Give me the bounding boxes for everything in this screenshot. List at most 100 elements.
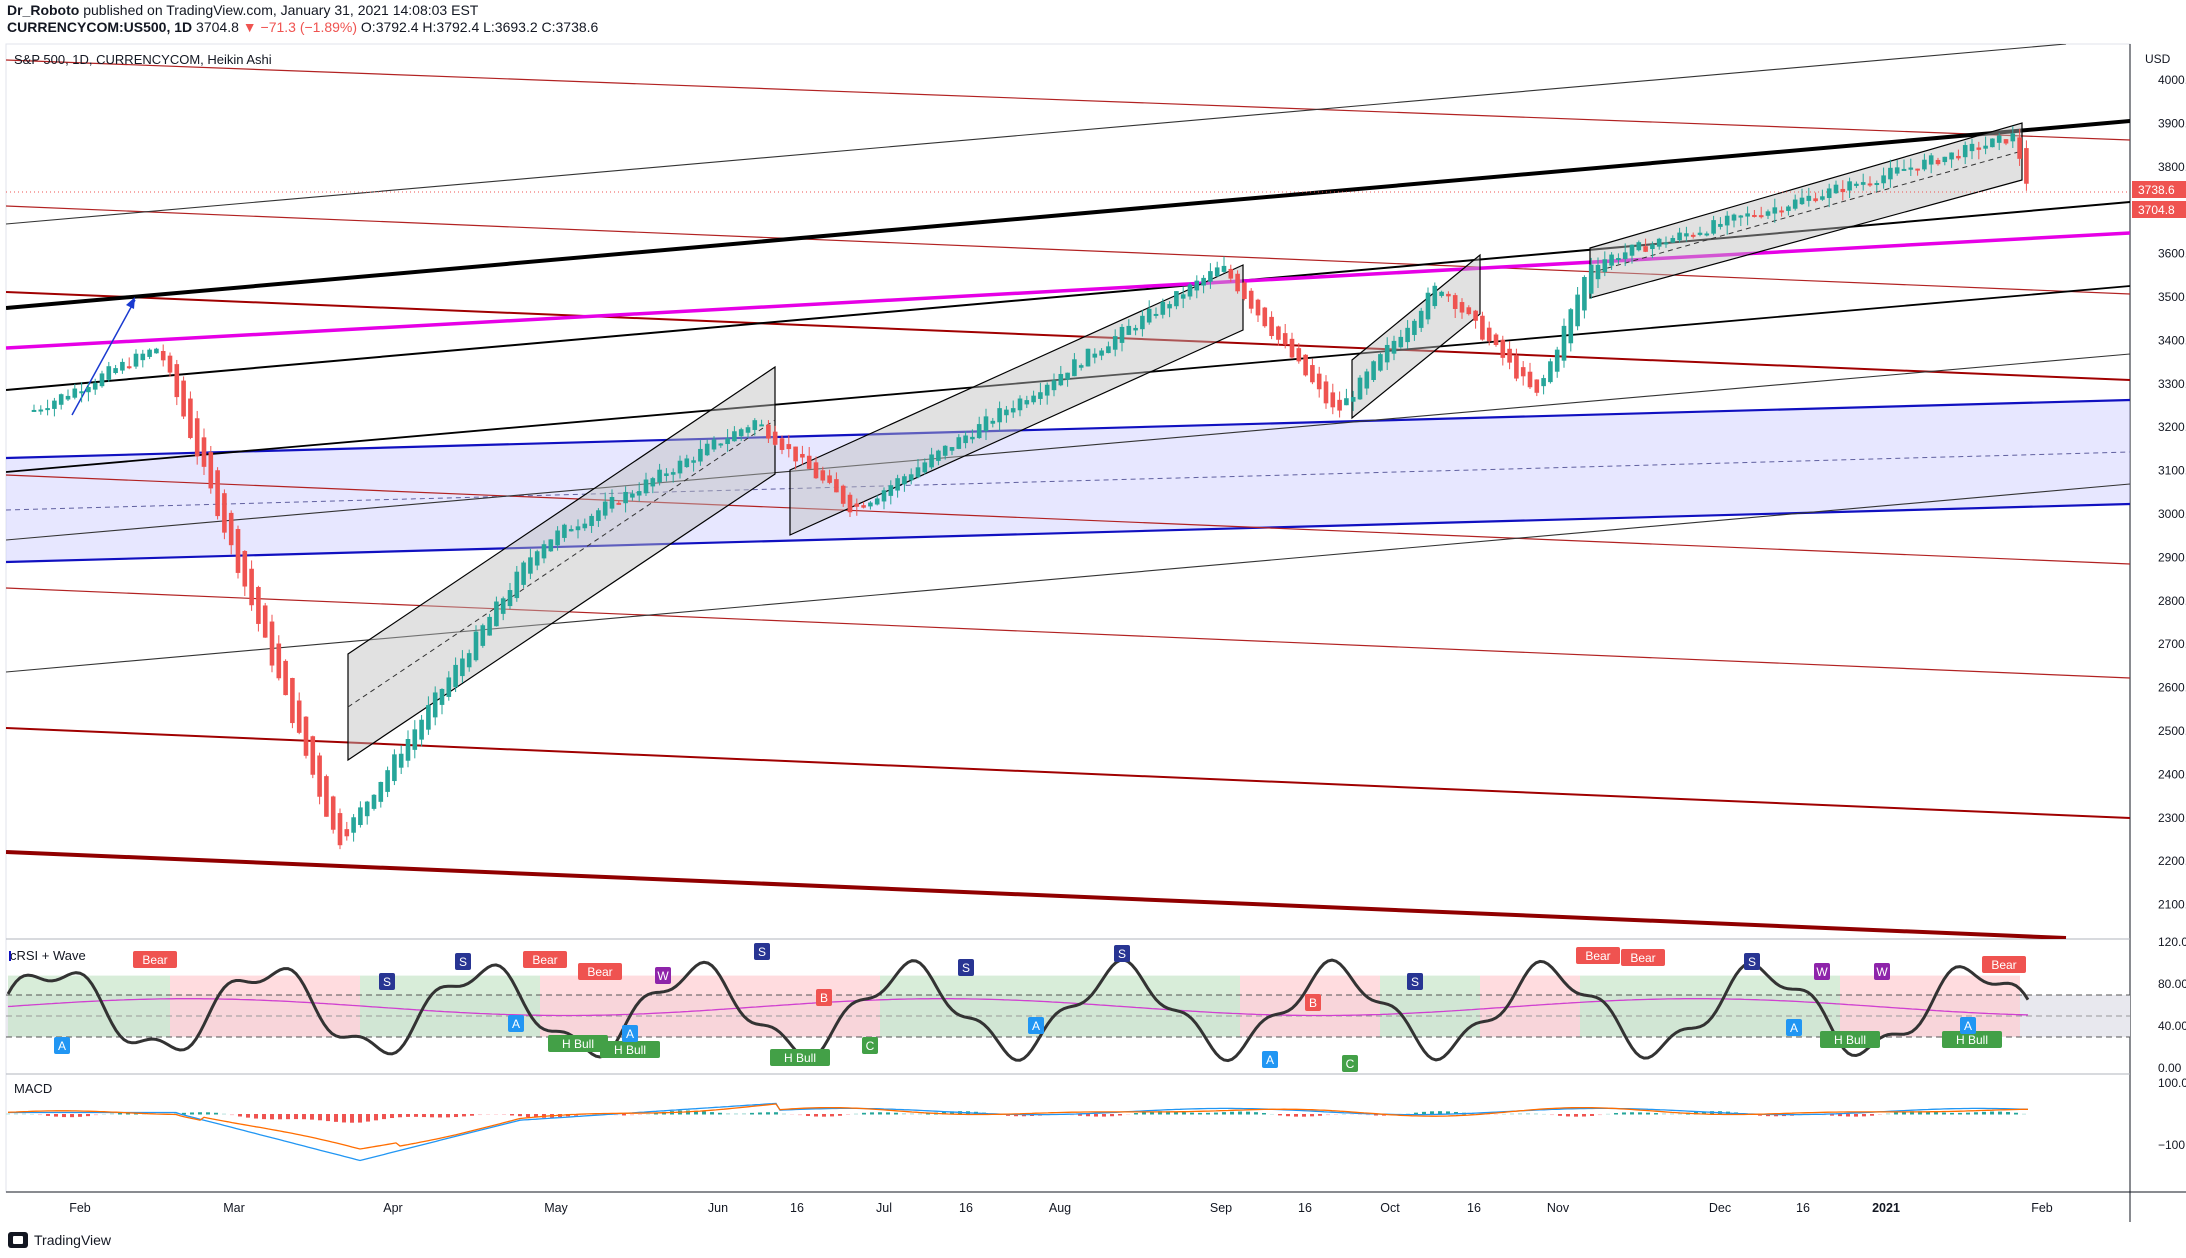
signal-badge[interactable]: A: [1960, 1017, 1976, 1034]
candle-body: [310, 736, 316, 775]
signal-badge[interactable]: H Bull: [600, 1041, 660, 1058]
candle-body: [1493, 334, 1499, 345]
time-axis[interactable]: Feb Mar Apr May Jun 16 Jul 16 Aug Sep 16 Oct 16 Nov De…: [69, 1201, 2053, 1215]
candle-body: [575, 526, 581, 531]
signal-badge[interactable]: C: [862, 1037, 878, 1054]
signal-badge[interactable]: S: [958, 959, 974, 976]
signal-badge[interactable]: S: [1114, 945, 1130, 962]
symbol-label[interactable]: CURRENCYCOM:US500, 1D: [7, 19, 193, 35]
signal-badge[interactable]: Bear: [1982, 956, 2026, 973]
macd-bar: [1870, 1114, 1874, 1116]
macd-bar: [446, 1114, 450, 1118]
signal-badge[interactable]: W: [655, 967, 671, 984]
signal-badge[interactable]: A: [1262, 1051, 1278, 1068]
signal-badge[interactable]: S: [379, 973, 395, 990]
candle-body: [725, 438, 730, 445]
signal-badge[interactable]: A: [622, 1025, 638, 1042]
red-trend-line[interactable]: [6, 727, 2130, 819]
macd-pane[interactable]: [6, 1102, 2029, 1162]
signal-badge[interactable]: B: [1305, 994, 1321, 1011]
signal-badge[interactable]: W: [1814, 963, 1830, 980]
candle-body: [256, 586, 261, 624]
candle-body: [1099, 350, 1104, 356]
candle-body: [1724, 215, 1730, 226]
candle-body: [861, 505, 866, 508]
candle-body: [1119, 326, 1125, 343]
candle-body: [1371, 361, 1376, 380]
macd-bar: [78, 1114, 82, 1117]
price-pane[interactable]: [6, 44, 2130, 939]
signal-badge[interactable]: Bear: [133, 951, 177, 968]
signal-badge[interactable]: H Bull: [548, 1035, 608, 1052]
signal-badge[interactable]: S: [1407, 973, 1423, 990]
signal-badge[interactable]: A: [1786, 1019, 1802, 1036]
signal-text: W: [657, 969, 669, 983]
author-name[interactable]: Dr_Roboto: [7, 2, 80, 18]
candle-body: [1738, 215, 1744, 218]
candles[interactable]: [31, 126, 2029, 850]
signal-badge[interactable]: S: [1744, 953, 1760, 970]
signal-badge[interactable]: S: [455, 953, 471, 970]
macd-bar: [1342, 1113, 1346, 1115]
signal-badge[interactable]: H Bull: [1820, 1031, 1880, 1048]
signal-badge[interactable]: Bear: [1576, 947, 1620, 964]
magenta-trend-line[interactable]: [6, 231, 2130, 350]
signal-badge[interactable]: C: [1342, 1055, 1358, 1072]
macd-bar: [622, 1114, 626, 1116]
black-trend-line-thick[interactable]: [6, 119, 2130, 310]
candle-body: [1310, 365, 1315, 383]
signal-badge[interactable]: H Bull: [770, 1049, 830, 1066]
signal-badge[interactable]: B: [816, 989, 832, 1006]
macd-bar: [1542, 1113, 1546, 1115]
red-trend-line[interactable]: [6, 205, 2130, 295]
price-axis[interactable]: 4000.03900.03800.03700.03600.03500.03400…: [2158, 73, 2186, 912]
signal-badge[interactable]: Bear: [1621, 949, 1665, 966]
crsi-signals[interactable]: Bear Bear Bear Bear Bear Bear H Bull H Bull H Bu…: [54, 943, 2026, 1072]
signal-bg: [1814, 963, 1830, 980]
candle-body: [473, 631, 479, 661]
tradingview-logo[interactable]: TradingView: [8, 1232, 111, 1248]
crsi-pane[interactable]: Bear Bear Bear Bear Bear Bear H Bull H Bull H Bu…: [6, 943, 2130, 1072]
black-trend-line[interactable]: [6, 353, 2130, 541]
red-trend-line[interactable]: [6, 474, 2130, 565]
signal-badge[interactable]: A: [54, 1037, 70, 1054]
channel-sep-oct[interactable]: [1351, 253, 1481, 420]
signal-text: A: [1266, 1053, 1274, 1067]
signal-badge[interactable]: Bear: [523, 951, 567, 968]
arrow-line[interactable]: [71, 299, 136, 416]
candle-body: [1568, 309, 1574, 344]
blue-channel-bottom[interactable]: [6, 502, 2130, 564]
candle-body: [745, 427, 751, 433]
candle-body: [1466, 307, 1472, 315]
signal-badge[interactable]: Bear: [578, 963, 622, 980]
signal-badge[interactable]: H Bull: [1942, 1031, 2002, 1048]
candle-body: [636, 491, 642, 496]
candle-body: [609, 497, 615, 509]
black-trend-line[interactable]: [6, 44, 2067, 225]
macd-bar: [1494, 1114, 1498, 1115]
macd-bar: [1222, 1112, 1226, 1115]
black-trend-line[interactable]: [6, 483, 2130, 673]
signal-badge[interactable]: A: [1028, 1017, 1044, 1034]
red-trend-line-thick[interactable]: [6, 850, 2067, 939]
macd-bar: [438, 1114, 442, 1118]
blue-channel-top[interactable]: [6, 398, 2130, 460]
channel-apr-jun[interactable]: [347, 365, 776, 762]
series-legend[interactable]: S&P 500, 1D, CURRENCYCOM, Heikin Ashi: [14, 52, 272, 67]
signal-bg: [1028, 1017, 1044, 1034]
candle-body: [1269, 316, 1274, 337]
black-trend-line[interactable]: [6, 201, 2130, 391]
signal-badge[interactable]: S: [754, 943, 770, 960]
signal-badge[interactable]: W: [1874, 963, 1890, 980]
red-trend-line[interactable]: [6, 59, 2130, 141]
macd-bar: [1286, 1114, 1290, 1117]
red-trend-line[interactable]: [6, 291, 2130, 381]
candle-body: [426, 705, 431, 730]
time-tick: 2021: [1872, 1201, 1900, 1215]
candle-body: [1942, 156, 1948, 163]
signal-badge[interactable]: A: [508, 1015, 524, 1032]
candle-body: [500, 598, 506, 614]
red-trend-line[interactable]: [6, 587, 2130, 679]
candle-body: [670, 472, 676, 475]
